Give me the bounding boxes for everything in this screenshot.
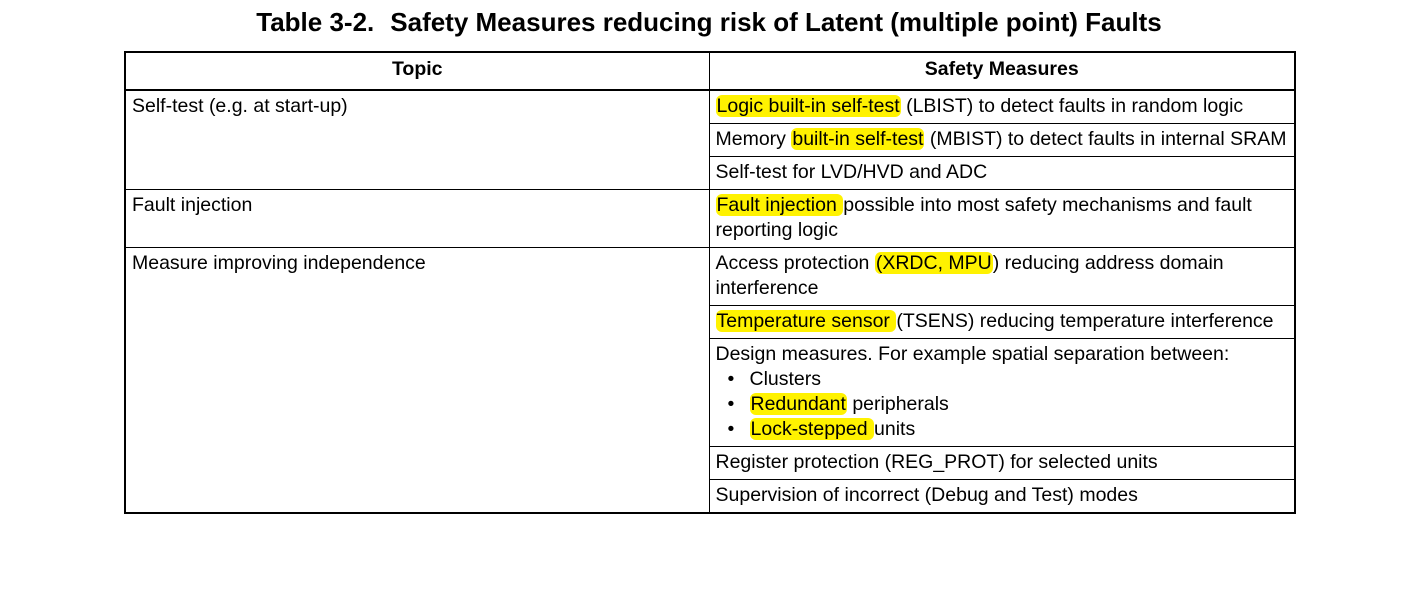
safety-measure-cell: Logic built-in self-test (LBIST) to dete…: [708, 89, 1296, 124]
table-row: Register protection (REG_PROT) for selec…: [125, 446, 1296, 480]
table-row: Self-test (e.g. at start-up) Logic built-…: [124, 89, 1296, 190]
measure-text: peripherals: [846, 393, 949, 415]
safety-measure-cell: Temperature sensor (TSENS) reducing temp…: [708, 305, 1296, 339]
measure-text: Memory: [715, 128, 792, 150]
safety-measure-cell: Design measures. For example spatial sep…: [708, 338, 1296, 447]
measure-text: Register protection (REG_PROT) for selec…: [715, 451, 1158, 473]
measure-text: Clusters: [749, 368, 822, 390]
safety-measure-cell: Memory built-in self-test (MBIST) to det…: [708, 123, 1296, 157]
measure-text: Design measures. For example spatial sep…: [715, 343, 1230, 365]
table-row: Design measures. For example spatial sep…: [125, 338, 1296, 447]
highlighted-text: Redundant: [749, 393, 847, 415]
topic-cell: Fault injection: [124, 189, 710, 248]
header-safety-measures: Safety Measures: [708, 51, 1296, 91]
bullet-list: ClustersRedundant peripheralsLock-steppe…: [716, 367, 1289, 442]
header-row: Topic Safety Measures: [124, 51, 1296, 91]
safety-measure-cell: Self-test for LVD/HVD and ADC: [708, 156, 1296, 190]
list-item: Lock-stepped units: [728, 417, 1289, 442]
list-item: Redundant peripherals: [728, 392, 1289, 417]
measure-text: (MBIST) to detect faults in internal SRA…: [924, 128, 1287, 150]
table-title: Table 3-2. Safety Measures reducing risk …: [0, 6, 1418, 38]
highlighted-text: (XRDC, MPU: [874, 252, 993, 274]
table-row: Memory built-in self-test (MBIST) to det…: [125, 123, 1296, 157]
measure-text: Access protection: [715, 252, 875, 274]
table-row: Measure improving independence Access pro…: [124, 247, 1296, 514]
highlighted-text: Lock-stepped: [749, 418, 874, 440]
measure-text: ) reducing address domain interference: [715, 252, 1224, 299]
table-row: Self-test for LVD/HVD and ADC: [125, 156, 1296, 190]
table-number: Table 3-2.: [256, 7, 375, 37]
header-topic: Topic: [124, 51, 710, 91]
safety-measure-cell: Access protection (XRDC, MPU) reducing a…: [708, 247, 1296, 306]
table-row: Supervision of incorrect (Debug and Test…: [125, 479, 1296, 514]
measure-text: units: [874, 418, 916, 440]
safety-measures-table: Topic Safety Measures Self-test (e.g. at…: [124, 51, 1296, 514]
measure-text: (LBIST) to detect faults in random logic: [900, 95, 1244, 117]
table-body: Self-test (e.g. at start-up) Logic built-…: [124, 89, 1296, 514]
measure-text: (TSENS) reducing temperature interferenc…: [896, 310, 1274, 332]
topic-cell: Self-test (e.g. at start-up): [124, 89, 710, 190]
measure-text: possible into most safety mechanisms and…: [715, 194, 1252, 241]
highlighted-text: Fault injection: [715, 194, 844, 216]
safety-measure-cell: Register protection (REG_PROT) for selec…: [708, 446, 1296, 480]
safety-measure-cell: Fault injection possible into most safet…: [708, 189, 1296, 248]
measure-text: Self-test for LVD/HVD and ADC: [715, 161, 988, 183]
measure-text: Supervision of incorrect (Debug and Test…: [715, 484, 1138, 506]
highlighted-text: built-in self-test: [791, 128, 925, 150]
topic-cell: Measure improving independence: [124, 247, 710, 514]
list-item: Clusters: [728, 367, 1289, 392]
highlighted-text: Temperature sensor: [715, 310, 897, 332]
highlighted-text: Logic built-in self-test: [715, 95, 901, 117]
table-caption: Safety Measures reducing risk of Latent …: [390, 7, 1162, 37]
safety-measure-cell: Supervision of incorrect (Debug and Test…: [708, 479, 1296, 514]
table-row: Fault injection Fault injection possible …: [124, 189, 1296, 248]
